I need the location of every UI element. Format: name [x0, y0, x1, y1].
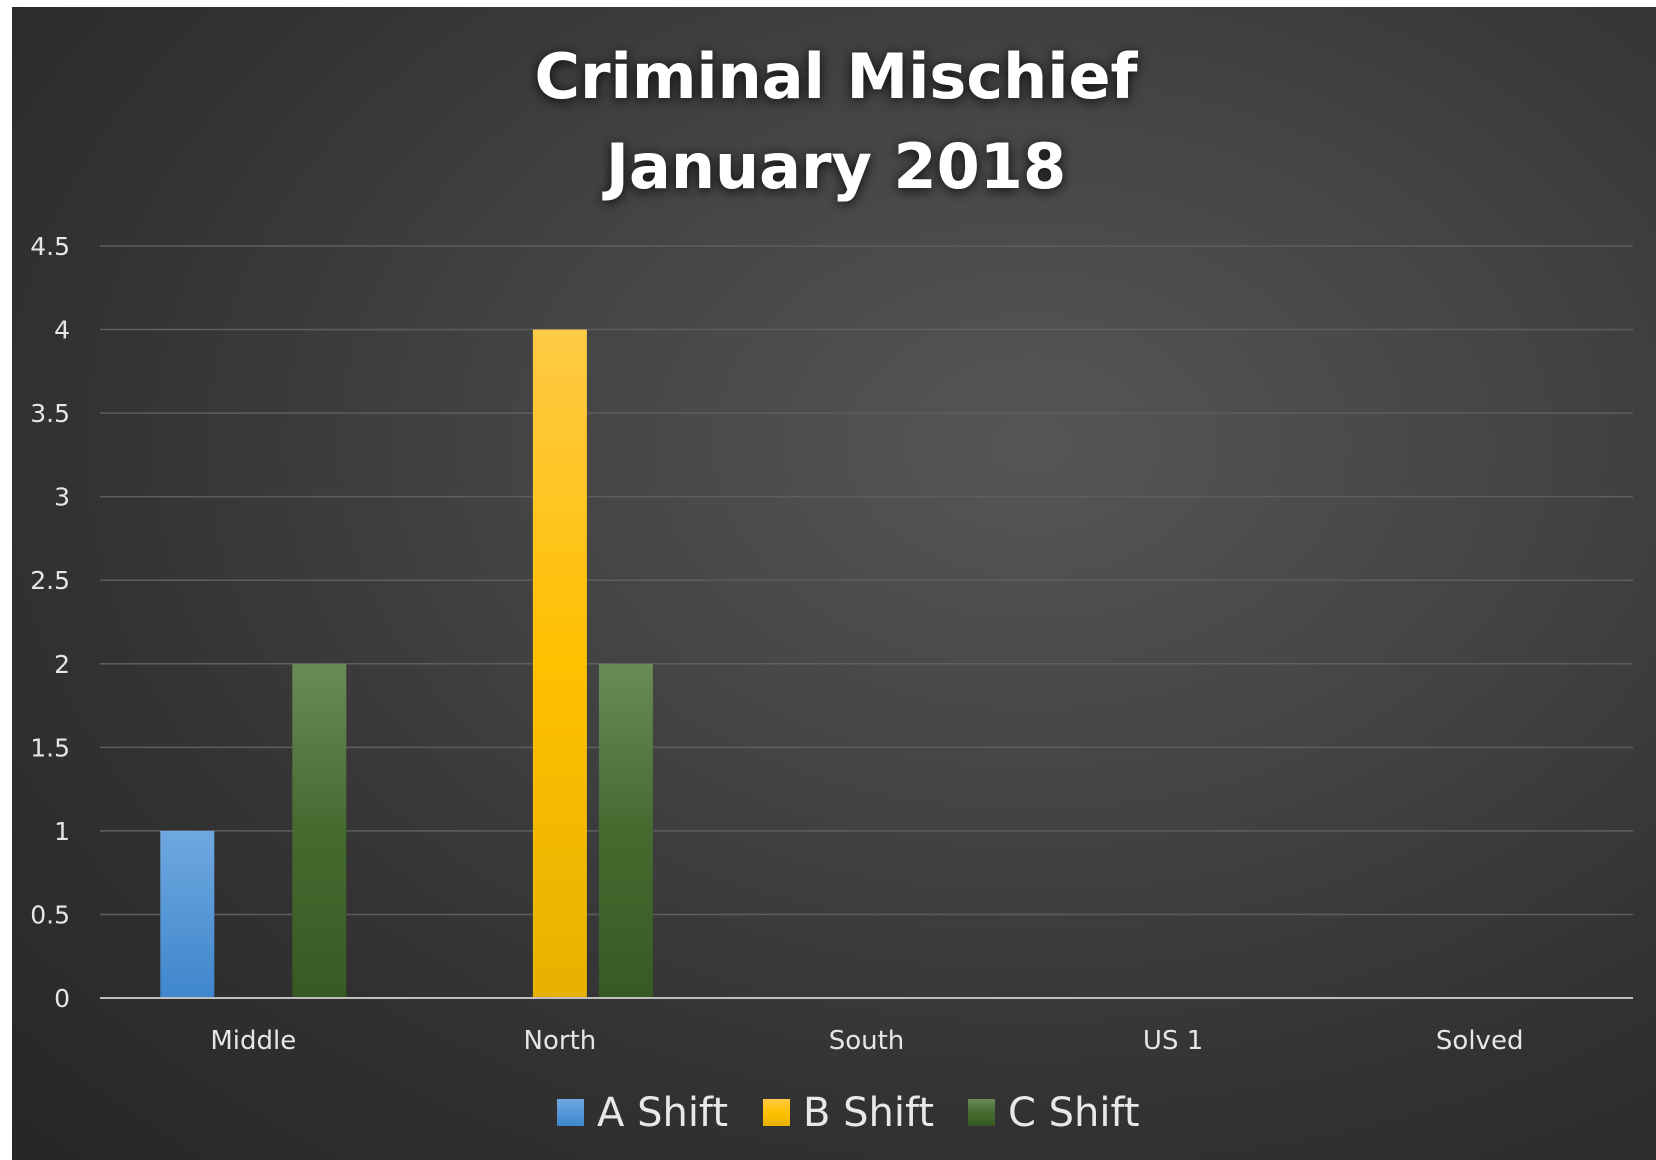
- x-category-label: Solved: [1436, 1026, 1524, 1056]
- chart-title-line-2: January 2018: [602, 130, 1066, 203]
- x-axis: Middle North South US 1 Solved: [210, 1026, 1523, 1056]
- y-tick-label: 2: [54, 650, 70, 679]
- bars: [160, 329, 653, 998]
- legend-swatch: [968, 1099, 995, 1126]
- legend-item-b-shift: B Shift: [763, 1090, 934, 1136]
- y-tick-label: 4.5: [30, 232, 70, 261]
- bar-c-shift-north: [598, 663, 653, 998]
- y-tick-label: 0.5: [30, 900, 70, 929]
- legend: A Shift B Shift C Shift: [557, 1090, 1140, 1136]
- x-category-label: Middle: [210, 1026, 296, 1056]
- bar-c-shift-middle: [292, 663, 347, 998]
- legend-swatch: [763, 1099, 790, 1126]
- legend-swatch: [557, 1099, 584, 1126]
- chart-title-line-1: Criminal Mischief: [534, 40, 1138, 113]
- y-tick-label: 3: [54, 483, 70, 512]
- bar-a-shift-middle: [160, 830, 215, 998]
- y-tick-label: 1.5: [30, 733, 70, 762]
- y-axis: 0 0.5 1 1.5 2 2.5 3 3.5 4 4.5: [30, 232, 70, 1013]
- x-category-label: North: [524, 1026, 597, 1056]
- legend-label: A Shift: [597, 1090, 728, 1136]
- legend-label: B Shift: [803, 1090, 934, 1136]
- legend-item-c-shift: C Shift: [968, 1090, 1140, 1136]
- bar-b-shift-north: [532, 329, 587, 998]
- y-tick-label: 0: [54, 984, 70, 1013]
- gridlines: [100, 245, 1633, 916]
- chart-area: [12, 7, 1656, 1160]
- y-tick-label: 1: [54, 817, 70, 846]
- y-tick-label: 3.5: [30, 399, 70, 428]
- y-tick-label: 2.5: [30, 566, 70, 595]
- legend-label: C Shift: [1008, 1090, 1140, 1136]
- x-category-label: US 1: [1143, 1026, 1203, 1056]
- y-tick-label: 4: [54, 316, 70, 345]
- legend-item-a-shift: A Shift: [557, 1090, 728, 1136]
- x-category-label: South: [829, 1026, 905, 1056]
